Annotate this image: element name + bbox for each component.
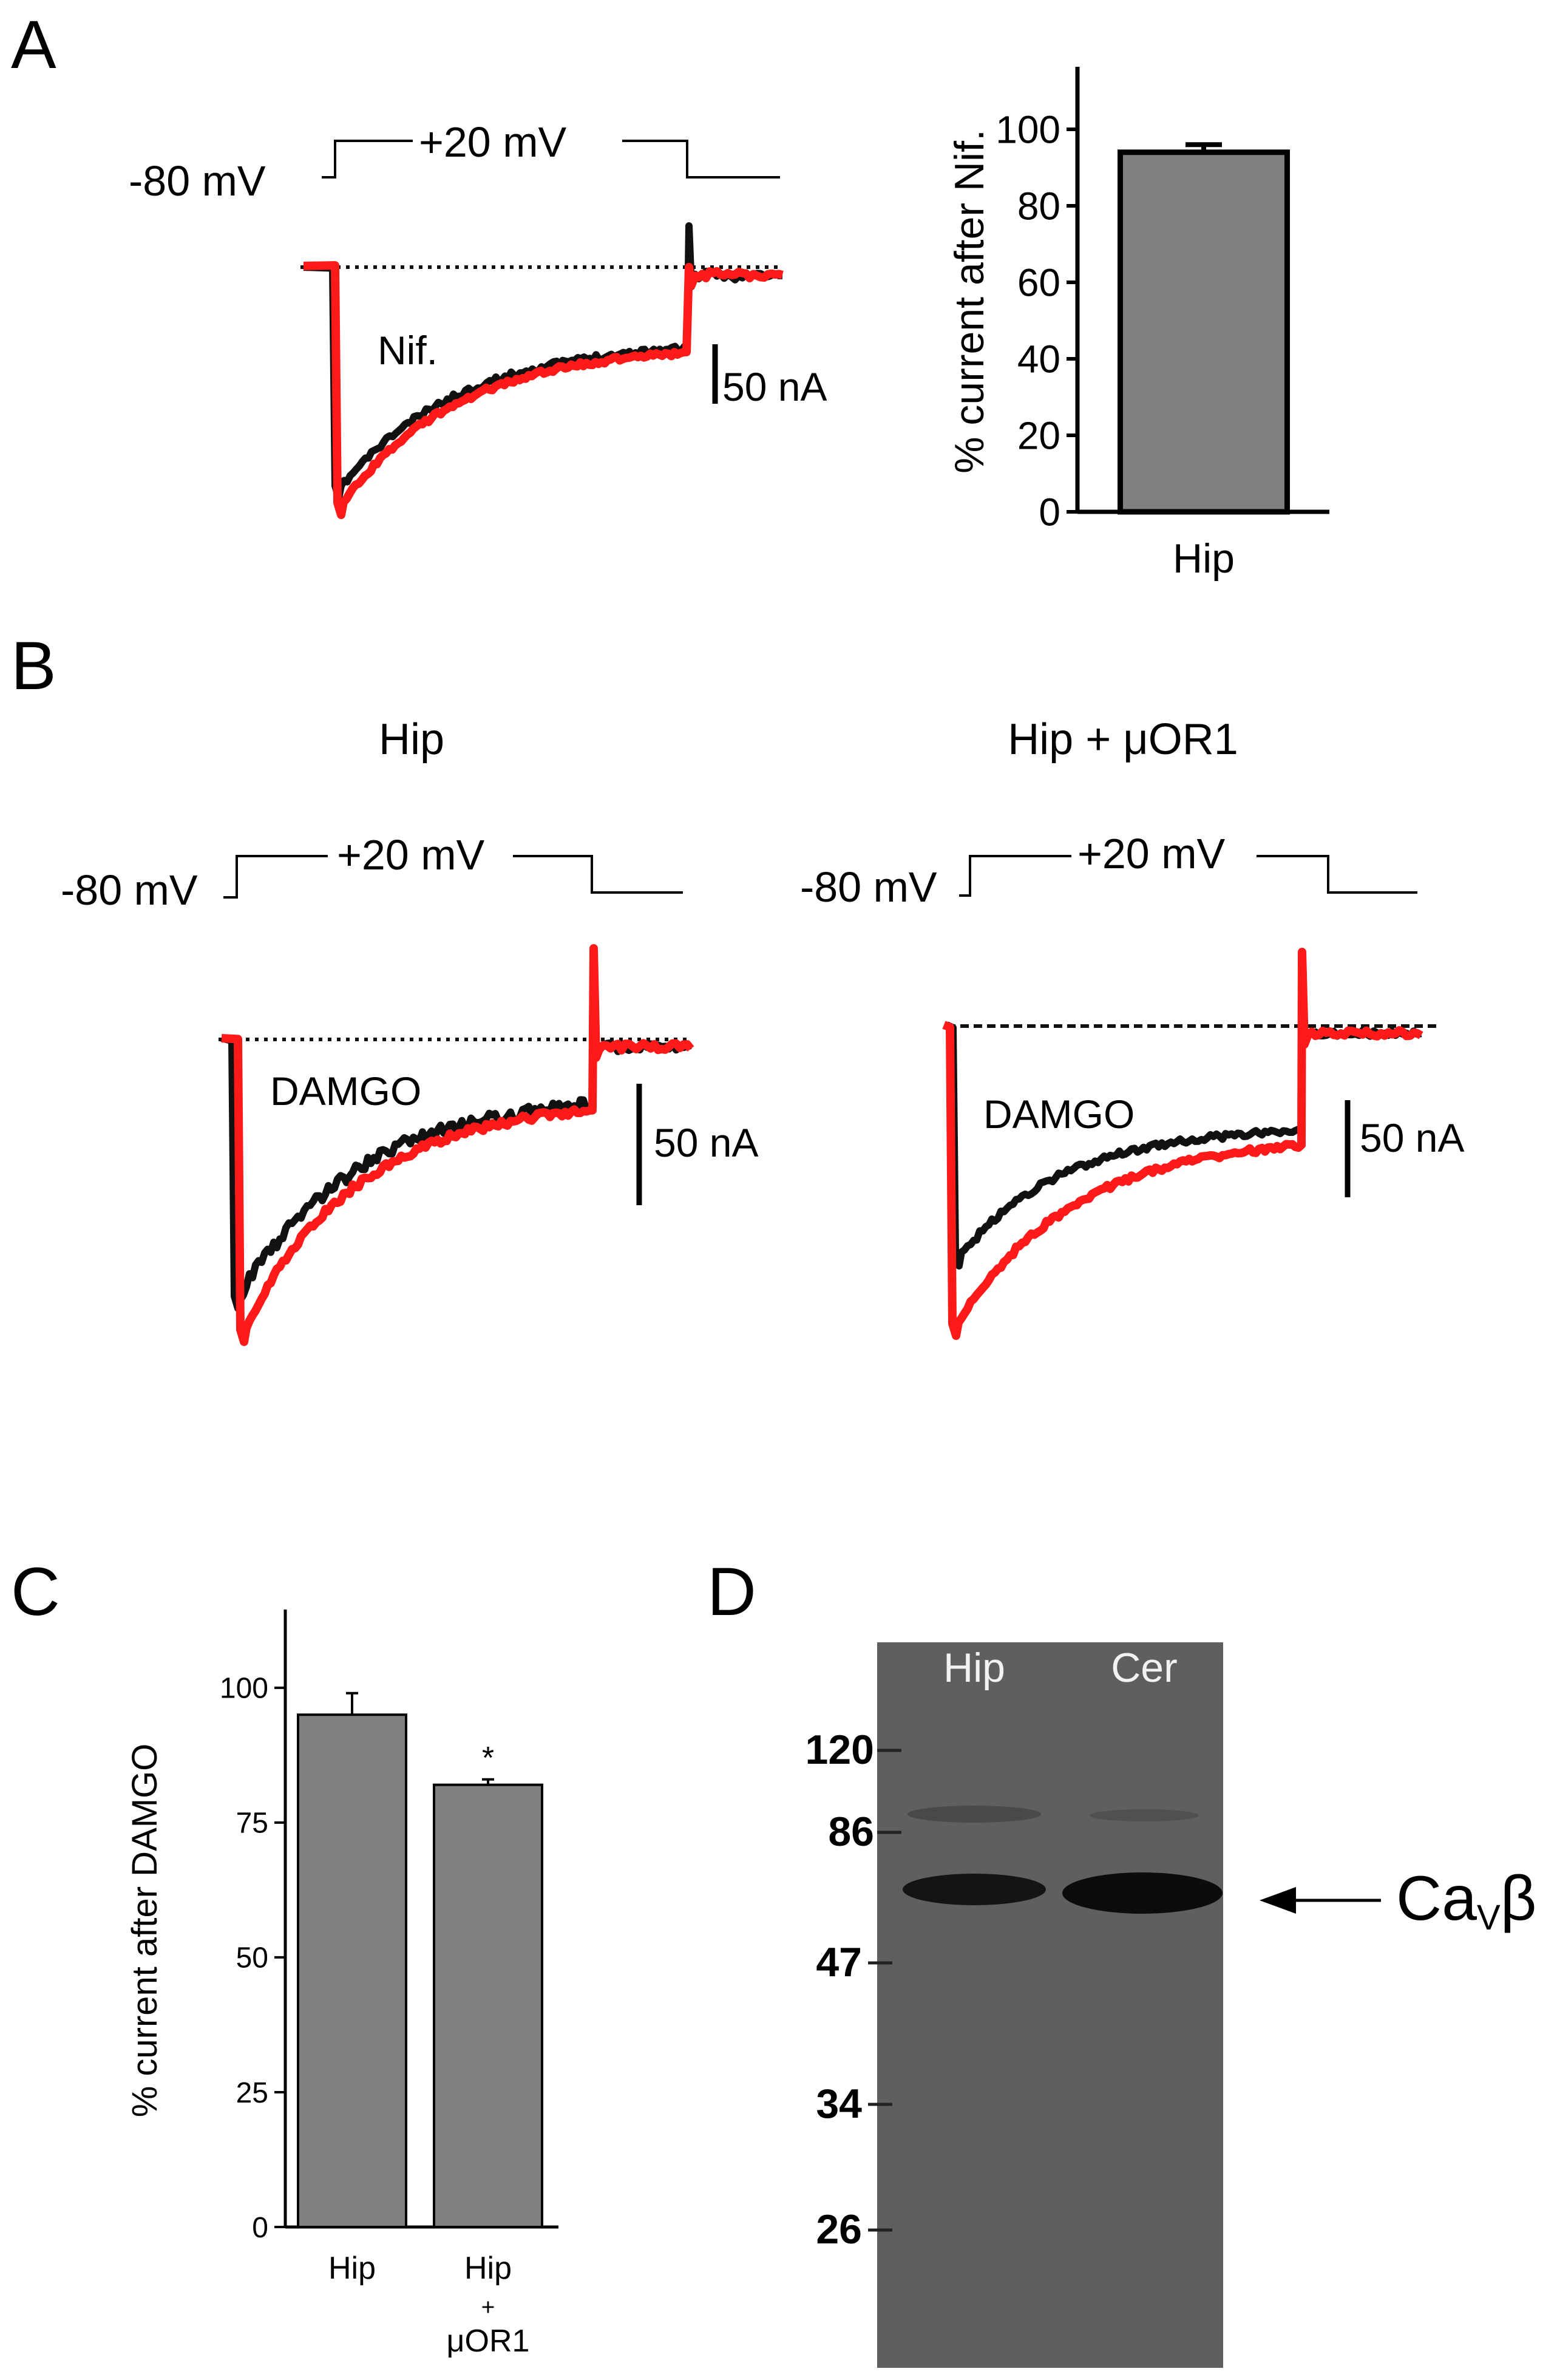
blot-band-faint-hip [907,1806,1041,1823]
x-tick-label: μOR1 [447,2324,530,2359]
y-tick-label: 50 [236,1942,268,1974]
protocol-step-label: +20 mV [1077,830,1225,877]
voltage-protocol-step-right [513,855,683,894]
y-axis-label: % current after Nif. [946,129,992,474]
lane-label-cer: Cer [1111,1645,1178,1691]
mw-marker-47: 47 [816,1939,862,1985]
y-tick-label: 0 [252,2212,268,2244]
voltage-protocol [959,855,1071,897]
y-tick-label: 40 [1017,337,1060,381]
x-tick-label: Hip [464,2251,512,2286]
y-tick-label: 75 [236,1807,268,1840]
mw-marker-120: 120 [806,1727,874,1773]
y-axis-label: % current after DAMGO [125,1744,165,2118]
y-tick-label: 25 [236,2077,268,2109]
blot-band-faint-cer [1090,1809,1199,1821]
y-tick-label: 100 [220,1673,268,1705]
blot-band-cavb-hip [903,1874,1046,1905]
mw-marker-26: 26 [816,2206,862,2252]
panel-letter-b: B [11,628,56,704]
voltage-protocol [223,855,328,899]
voltage-protocol [322,140,413,178]
x-tick-label: Hip [328,2251,376,2286]
scale-bar-label: 50 nA [1360,1115,1464,1160]
chart-a: 0 20 40 60 80 100 Hip % current after Nif. [946,67,1329,582]
y-tick-label: 0 [1039,490,1060,534]
panel-b-right: Hip + μOR1 -80 mV +20 mV DAMGO 50 nA [800,715,1464,1340]
x-tick-label: Hip [1173,536,1235,582]
scale-bar-label-a: 50 nA [722,364,827,409]
bar [1118,149,1290,515]
significance-marker: * [482,1741,494,1776]
mw-marker-86: 86 [828,1809,874,1855]
panel-a: A -80 mV +20 mV Nif. 50 nA 0 20 40 60 80 100 … [11,7,1329,582]
panel-letter-d: D [707,1554,756,1630]
current-traces-a [300,222,784,519]
y-ticks: 0 20 40 60 80 100 [996,107,1077,534]
protocol-step-label: +20 mV [337,831,484,879]
trace-damgo [221,944,694,1346]
y-tick-label: 80 [1017,184,1060,228]
scale-bar-label: 50 nA [654,1120,758,1165]
trace-nifedipine [303,261,784,519]
western-blot [877,1642,1223,2368]
trace-damgo [942,948,1423,1340]
y-ticks: 0 25 50 75 100 [220,1673,285,2244]
arrow-left-icon [1260,1887,1296,1914]
x-tick-label: + [481,2294,495,2320]
panel-b: B Hip -80 mV +20 mV DAMGO 50 nA Hip + μO… [11,628,1464,1346]
x-tick-labels: Hip Hip + μOR1 [328,2251,529,2359]
protocol-step-label: +20 mV [419,118,566,166]
bar [433,1783,543,2228]
bars: * [297,1691,543,2228]
mw-marker-34: 34 [816,2081,862,2127]
y-tick-label: 60 [1017,260,1060,304]
band-label-cavb: CaVβ [1396,1863,1536,1937]
lane-label-hip: Hip [943,1645,1005,1691]
x-tick-labels: Hip [1173,536,1235,582]
drug-label-damgo: DAMGO [270,1069,421,1114]
y-tick-label: 20 [1017,413,1060,457]
mw-marker-ticks [868,1749,901,2232]
blot-shading [877,1642,1223,2368]
protocol-holding-label: -80 mV [61,866,198,914]
bar [297,1713,407,2228]
blot-band-cavb-cer [1062,1872,1223,1914]
protocol-holding-label: -80 mV [129,157,266,205]
drug-label-nif: Nif. [378,328,438,373]
drug-label-damgo: DAMGO [983,1092,1135,1137]
voltage-protocol-step-right [1257,855,1417,894]
bars [1118,142,1290,515]
panel-d: D Hip Cer 120 86 47 34 26 CaVβ [707,1554,1536,2368]
protocol-holding-label: -80 mV [800,863,937,911]
panel-b-right-title: Hip + μOR1 [1008,715,1238,764]
panel-b-left-title: Hip [379,715,444,764]
voltage-protocol-step-right [622,140,780,178]
panel-letter-c: C [11,1554,60,1630]
panel-letter-a: A [11,7,56,83]
y-tick-label: 100 [996,107,1060,151]
chart-c: 0 25 50 75 100 * Hip Hip + μOR1 % current after… [125,1610,558,2359]
panel-b-left: Hip -80 mV +20 mV DAMGO 50 nA [61,715,758,1346]
panel-c: C 0 25 50 75 100 * Hip Hip + μOR1 % current aft… [11,1554,558,2359]
